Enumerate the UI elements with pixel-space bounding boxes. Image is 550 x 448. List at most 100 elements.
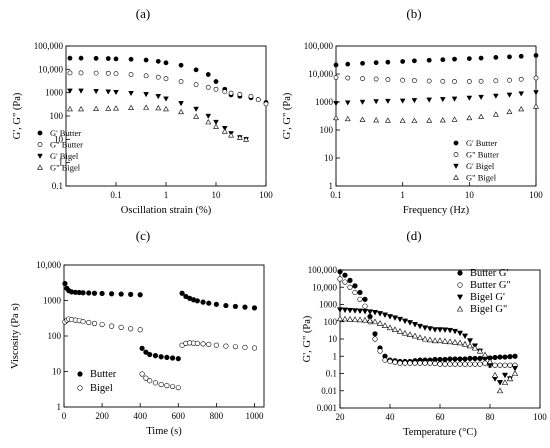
- legend-c: Butter Bigel: [77, 369, 117, 394]
- data-point: [397, 360, 403, 366]
- panel-c: (c) 1 10 100 1000 10,000 0 200 400 600 800 1000 Time…: [10, 228, 265, 437]
- y-tick-label: 1000: [43, 296, 62, 306]
- data-point: [118, 324, 124, 330]
- data-point: [351, 308, 359, 314]
- legend-marker: [456, 294, 464, 301]
- y-axis-label: G', G" (Pa): [282, 92, 293, 139]
- data-point: [466, 114, 473, 121]
- data-point: [200, 299, 206, 305]
- data-point: [391, 315, 399, 321]
- data-point: [337, 269, 343, 275]
- legend-marker: [457, 282, 463, 288]
- data-point: [78, 88, 84, 94]
- data-point: [518, 106, 525, 112]
- data-point: [451, 116, 458, 122]
- data-point: [432, 360, 438, 367]
- data-point: [346, 315, 354, 322]
- data-point: [356, 316, 364, 323]
- data-point: [507, 54, 512, 60]
- data-point: [533, 53, 539, 58]
- data-point: [472, 355, 478, 362]
- series-d-3: [336, 315, 519, 394]
- data-point: [497, 354, 503, 360]
- data-point: [366, 309, 374, 315]
- series-c-0: [62, 280, 258, 362]
- legend-label: G' Butter: [466, 138, 497, 148]
- data-point: [386, 324, 394, 331]
- data-point: [255, 97, 261, 103]
- data-point: [452, 56, 457, 62]
- data-point: [333, 101, 339, 107]
- data-point: [533, 90, 539, 96]
- data-point: [179, 290, 185, 296]
- legend-label: G" Butter: [50, 140, 83, 150]
- data-point: [360, 76, 365, 81]
- data-point: [426, 57, 432, 63]
- data-point: [502, 362, 508, 368]
- data-point: [385, 98, 391, 104]
- data-point: [376, 320, 384, 326]
- data-point: [437, 361, 443, 367]
- data-point: [357, 296, 363, 302]
- data-point: [128, 326, 134, 332]
- data-point: [481, 351, 489, 358]
- legend-label: G' Butter: [50, 128, 81, 138]
- x-tick-label: 600: [172, 411, 186, 421]
- data-point: [412, 58, 417, 64]
- series-b-2: [333, 90, 539, 107]
- x-tick-label: 40: [386, 412, 396, 422]
- data-point: [128, 291, 134, 297]
- data-point: [62, 280, 68, 287]
- legend-marker: [37, 164, 43, 170]
- legend-marker: [456, 305, 464, 312]
- data-point: [248, 93, 254, 99]
- legend-label: G' Bigel: [50, 151, 79, 161]
- data-point: [436, 337, 444, 344]
- data-point: [411, 117, 418, 123]
- data-point: [496, 380, 504, 386]
- data-point: [152, 353, 159, 359]
- data-point: [86, 290, 92, 296]
- data-point: [213, 123, 219, 129]
- data-point: [391, 326, 399, 333]
- data-point: [352, 283, 358, 289]
- legend-marker: [77, 385, 83, 391]
- data-point: [411, 322, 419, 328]
- data-point: [147, 351, 153, 358]
- data-point: [139, 345, 145, 351]
- y-tick-label: 10,000: [312, 282, 337, 292]
- data-point: [237, 91, 243, 97]
- data-point: [78, 70, 84, 76]
- data-point: [105, 105, 112, 111]
- x-tick-label: 400: [133, 411, 147, 421]
- data-point: [105, 56, 111, 61]
- y-tick-label: 1: [57, 402, 62, 412]
- data-point: [113, 71, 119, 77]
- data-point: [431, 337, 439, 344]
- data-point: [467, 361, 473, 367]
- y-tick-label: 100: [320, 125, 334, 135]
- data-point: [128, 104, 134, 111]
- x-tick-label: 100: [529, 190, 543, 200]
- data-point: [333, 75, 339, 80]
- data-point: [399, 98, 406, 104]
- y-tick-label: 10,000: [308, 69, 333, 79]
- data-point: [341, 315, 349, 322]
- data-point: [80, 290, 86, 296]
- x-tick-label: 0: [62, 411, 67, 421]
- data-point: [482, 360, 488, 366]
- data-point: [194, 340, 200, 346]
- data-point: [163, 76, 169, 82]
- data-point: [206, 300, 212, 306]
- data-point: [381, 312, 389, 319]
- data-point: [366, 317, 374, 323]
- data-point: [493, 55, 499, 60]
- data-point: [205, 72, 211, 77]
- legend-label: Butter G": [470, 280, 511, 291]
- legend-marker: [453, 140, 459, 146]
- series-b-3: [333, 103, 539, 123]
- data-point: [422, 360, 428, 366]
- data-point: [412, 360, 418, 366]
- x-axis-label: Temperature (°C): [403, 427, 477, 438]
